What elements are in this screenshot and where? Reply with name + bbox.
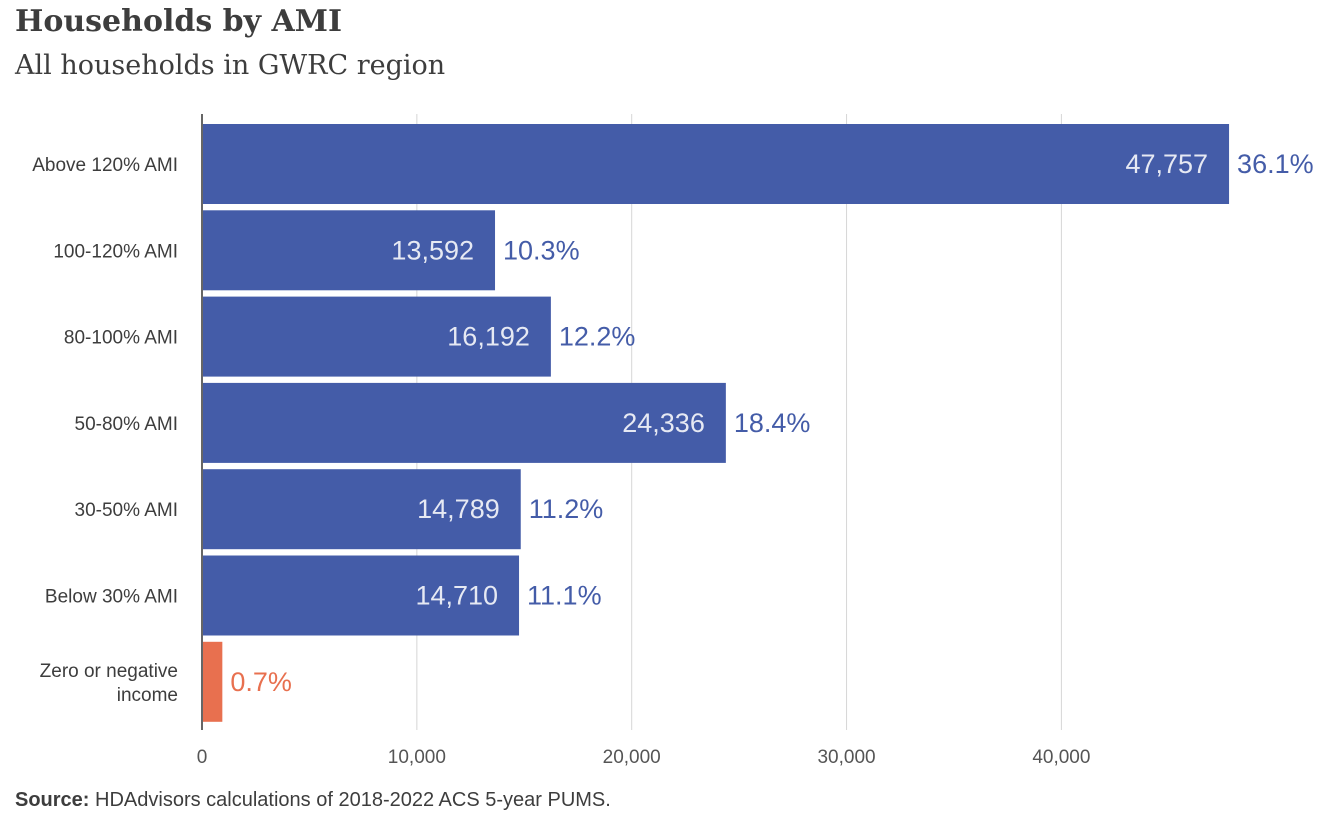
chart-title: Households by AMI bbox=[15, 4, 343, 39]
bar-value-label: 14,789 bbox=[417, 494, 500, 524]
x-tick-label: 20,000 bbox=[603, 747, 661, 768]
category-label: Below 30% AMI bbox=[45, 587, 178, 608]
bar bbox=[203, 555, 520, 636]
bars: 47,757 36.1% 13,592 10.3% 16,192 12.2% 24,336 1… bbox=[203, 124, 1314, 722]
bar-value-label: 16,192 bbox=[447, 322, 530, 352]
category-label: 100-120% AMI bbox=[53, 241, 178, 262]
bar-percent-label: 0.7% bbox=[230, 667, 292, 697]
x-tick-label: 30,000 bbox=[817, 747, 875, 768]
bar-value-label: 47,757 bbox=[1125, 149, 1208, 179]
bar-percent-label: 36.1% bbox=[1237, 149, 1314, 179]
source-note: Source: HDAdvisors calculations of 2018-… bbox=[15, 789, 611, 812]
bar-percent-label: 12.2% bbox=[559, 322, 636, 352]
bar-percent-label: 11.1% bbox=[527, 581, 602, 611]
bar bbox=[203, 469, 521, 550]
bar bbox=[203, 124, 1230, 204]
x-tick-label: 40,000 bbox=[1032, 747, 1090, 768]
source-text: HDAdvisors calculations of 2018-2022 ACS… bbox=[89, 789, 611, 811]
category-label: 50-80% AMI bbox=[75, 414, 179, 435]
bar bbox=[203, 296, 551, 377]
source-label: Source: bbox=[15, 789, 90, 811]
category-label: 80-100% AMI bbox=[64, 328, 178, 349]
category-label: Above 120% AMI bbox=[32, 155, 178, 176]
bar-value-label: 24,336 bbox=[622, 408, 705, 438]
bar-percent-label: 18.4% bbox=[734, 408, 811, 438]
bar bbox=[203, 210, 496, 291]
x-tick-labels: 0 10,000 20,000 30,000 40,000 bbox=[197, 747, 1091, 768]
x-tick-label: 0 bbox=[197, 747, 208, 768]
x-tick-label: 10,000 bbox=[388, 747, 446, 768]
chart-subtitle: All households in GWRC region bbox=[15, 50, 446, 81]
category-label: 30-50% AMI bbox=[75, 500, 179, 521]
bar bbox=[203, 641, 223, 722]
bar-percent-label: 10.3% bbox=[503, 235, 580, 265]
category-labels: Above 120% AMI 100-120% AMI 80-100% AMI 50-… bbox=[32, 155, 178, 706]
bar-value-label: 14,710 bbox=[415, 581, 498, 611]
bar bbox=[203, 382, 726, 463]
bar-percent-label: 11.2% bbox=[529, 494, 604, 524]
category-label: Zero or negative income bbox=[40, 661, 178, 706]
bar-value-label: 13,592 bbox=[391, 235, 474, 265]
